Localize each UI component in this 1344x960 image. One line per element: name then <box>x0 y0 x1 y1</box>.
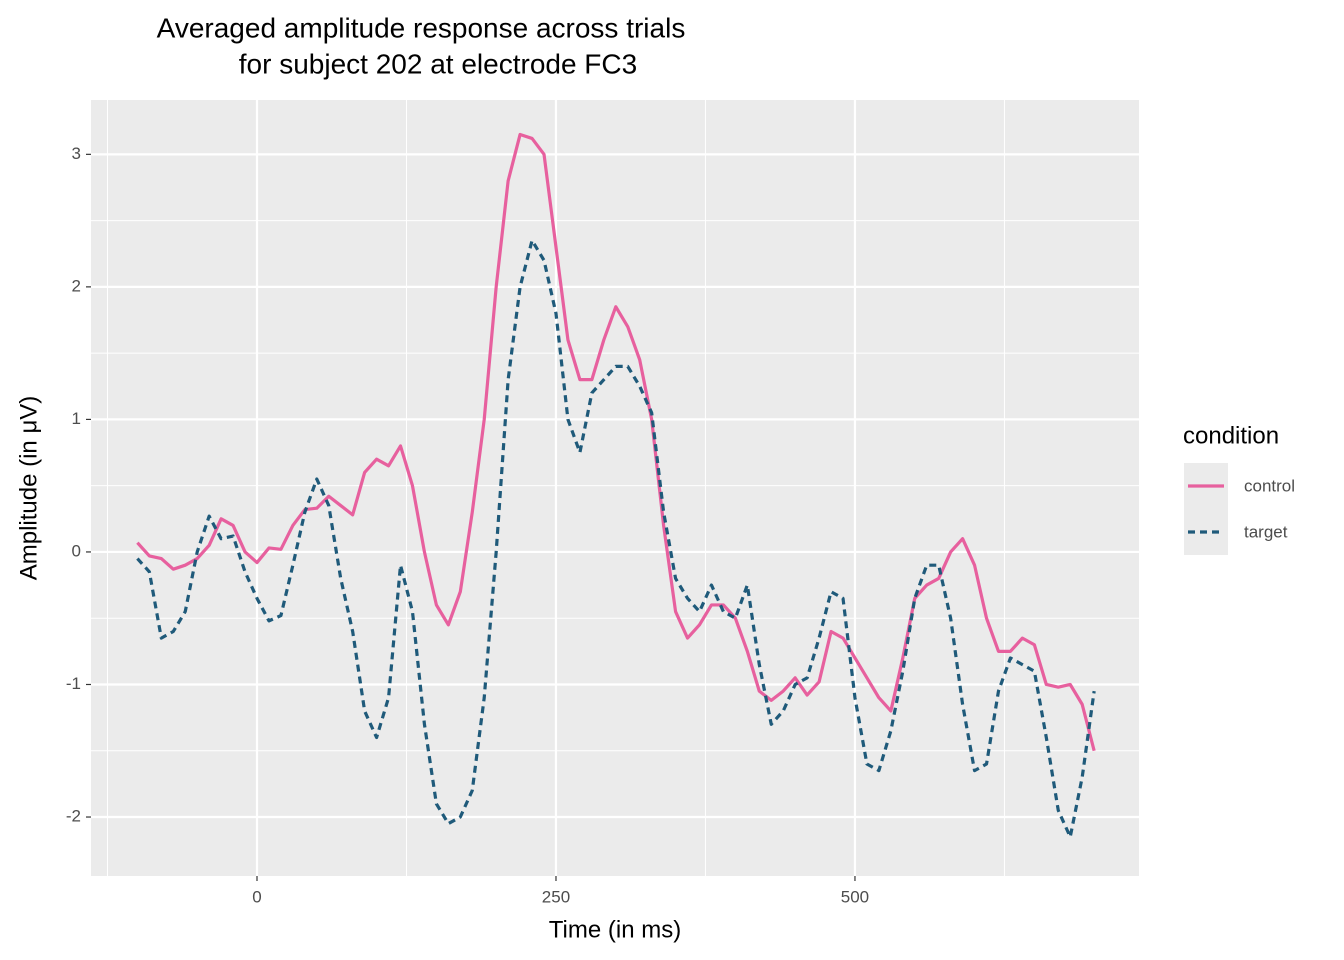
y-tick-label: 1 <box>72 409 81 428</box>
x-tick-label: 0 <box>252 887 261 906</box>
series-line <box>136 238 1096 839</box>
y-tick-label: -2 <box>66 807 81 826</box>
series-line <box>136 132 1096 752</box>
chart-title: Averaged amplitude response across trial… <box>157 12 686 43</box>
legend-title: condition <box>1183 422 1279 449</box>
x-tick-label: 500 <box>841 887 869 906</box>
y-tick-label: 3 <box>72 144 81 163</box>
y-tick-label: -1 <box>66 674 81 693</box>
x-tick-label: 250 <box>542 887 570 906</box>
chart-title: for subject 202 at electrode FC3 <box>239 48 637 79</box>
y-tick-label: 0 <box>72 541 81 560</box>
legend-label: control <box>1244 476 1295 495</box>
panel <box>91 100 1139 876</box>
legend-label: target <box>1244 522 1288 541</box>
y-axis-label: Amplitude (in μV) <box>15 396 42 581</box>
x-axis-label: Time (in ms) <box>549 916 681 943</box>
y-tick-label: 2 <box>72 276 81 295</box>
